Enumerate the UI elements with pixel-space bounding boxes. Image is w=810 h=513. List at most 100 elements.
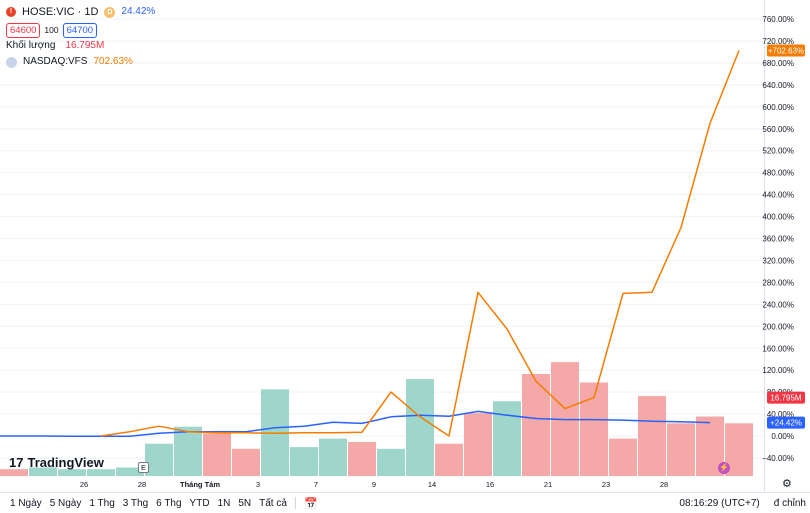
volume-bar	[348, 442, 376, 476]
x-tick-label: 7	[314, 480, 318, 489]
chart-canvas[interactable]: 760.00% 720.00% 680.00% 640.00% 600.00% 560.0…	[0, 0, 810, 492]
ask-price-button[interactable]: 64700	[62, 22, 98, 38]
vic-price-badge: +24.42%	[770, 419, 802, 428]
calendar-icon[interactable]: 📅	[303, 497, 318, 510]
y-tick-label: 40.00%	[767, 410, 794, 419]
compare-change: 702.63%	[93, 56, 133, 67]
bottom-toolbar: 1 Ngày 5 Ngày 1 Thg 3 Thg 6 Thg YTD 1N 5N Tất cả…	[0, 492, 810, 513]
earnings-marker[interactable]: E	[138, 462, 149, 473]
volume-bar	[0, 469, 28, 476]
spread-value: 100	[44, 25, 59, 35]
range-button[interactable]: 1N	[217, 497, 231, 509]
y-tick-label: 640.00%	[762, 81, 794, 90]
bid-price-button[interactable]: 64600	[6, 22, 41, 38]
y-tick-label: 200.00%	[762, 322, 794, 331]
range-button[interactable]: Tất cả	[259, 497, 287, 509]
bottom-right-info: 08:16:29 (UTC+7) đ chỉnh	[679, 498, 810, 509]
volume-bar	[464, 413, 492, 476]
x-tick-label: 21	[544, 480, 552, 489]
volume-bar	[116, 467, 144, 476]
volume-bar	[319, 438, 347, 476]
range-button[interactable]: 3 Thg	[122, 497, 149, 509]
y-tick-label: 520.00%	[762, 147, 794, 156]
y-tick-label: 240.00%	[762, 300, 794, 309]
tradingview-wordmark: TradingView	[27, 455, 104, 470]
x-tick-label: Tháng Tám	[180, 480, 220, 489]
y-tick-label: 440.00%	[762, 191, 794, 200]
y-tick-label: 320.00%	[762, 256, 794, 265]
compare-symbol-icon	[6, 56, 17, 68]
vfs-price-badge: +702.63%	[768, 46, 804, 55]
volume-bar	[435, 443, 463, 476]
volume-bar	[232, 448, 260, 476]
x-tick-label: 9	[372, 480, 376, 489]
clock-time[interactable]: 08:16:29 (UTC+7)	[679, 497, 760, 509]
x-tick-label: 28	[138, 480, 146, 489]
y-tick-label: 0.00%	[771, 432, 794, 441]
y-tick-label: 680.00%	[762, 59, 794, 68]
vic-price-badge-bg	[767, 416, 805, 429]
scale-adjust-button[interactable]: đ chỉnh	[773, 497, 806, 509]
volume-bar	[522, 374, 550, 476]
chart-legend: ! HOSE:VIC · 1D D 24.42% 64600 100 64700…	[6, 4, 155, 70]
volume-bar	[290, 447, 318, 476]
volume-bar	[203, 433, 231, 476]
volume-label[interactable]: Khối lượng	[6, 40, 56, 51]
gear-icon[interactable]: ⚙	[782, 478, 792, 490]
tradingview-mark-icon: 17	[9, 455, 24, 470]
volume-bar	[493, 401, 521, 476]
volume-bar	[145, 443, 173, 476]
range-button[interactable]: 1 Ngày	[10, 497, 42, 509]
y-tick-label: 360.00%	[762, 235, 794, 244]
volume-value: 16.795M	[65, 40, 105, 51]
volume-badge-bg	[767, 391, 805, 404]
y-tick-label: 560.00%	[762, 125, 794, 134]
range-button[interactable]: 5 Ngày	[49, 497, 82, 509]
y-tick-label: −40.00%	[762, 454, 794, 463]
x-tick-label: 16	[486, 480, 494, 489]
y-tick-label: 760.00%	[762, 15, 794, 24]
symbol-title[interactable]: HOSE:VIC · 1D	[22, 6, 99, 18]
x-tick-label: 23	[602, 480, 610, 489]
legend-main-row: ! HOSE:VIC · 1D D 24.42%	[6, 4, 155, 20]
compare-symbol[interactable]: NASDAQ:VFS	[23, 56, 88, 67]
volume-bar	[406, 379, 434, 476]
volume-badge: 16.795M	[770, 394, 801, 403]
tradingview-logo[interactable]: 17 TradingView	[9, 455, 104, 470]
date-range-tabs: 1 Ngày 5 Ngày 1 Thg 3 Thg 6 Thg YTD 1N 5N Tất cả	[0, 498, 287, 509]
legend-compare-row: NASDAQ:VFS 702.63%	[6, 54, 155, 70]
y-tick-label: 120.00%	[762, 366, 794, 375]
y-tick-label: 600.00%	[762, 103, 794, 112]
volume-bar	[667, 423, 695, 476]
lightning-icon[interactable]: ⚡	[718, 462, 730, 474]
y-tick-label: 160.00%	[762, 344, 794, 353]
x-tick-label: 3	[256, 480, 260, 489]
range-button[interactable]: 5N	[238, 497, 252, 509]
y-tick-label: 480.00%	[762, 169, 794, 178]
legend-volume-row: Khối lượng 16.795M	[6, 38, 155, 54]
range-button[interactable]: YTD	[189, 497, 210, 509]
data-delay-badge[interactable]: D	[104, 6, 116, 18]
volume-bar	[174, 426, 202, 476]
info-icon[interactable]: !	[6, 7, 16, 17]
vfs-series-line	[100, 50, 740, 437]
range-button[interactable]: 1 Thg	[89, 497, 115, 509]
bid-ask-row: 64600 100 64700	[6, 22, 155, 38]
range-button[interactable]: 6 Thg	[156, 497, 182, 509]
volume-bar	[377, 448, 405, 476]
volume-bar	[87, 469, 115, 476]
symbol-change: 24.42%	[121, 6, 156, 17]
volume-bar	[638, 396, 666, 476]
y-tick-label: 400.00%	[762, 213, 794, 222]
vic-series-line	[0, 410, 711, 438]
y-tick-label: 720.00%	[762, 37, 794, 46]
x-tick-label: 14	[428, 480, 436, 489]
x-tick-label: 28	[660, 480, 668, 489]
volume-bar	[58, 469, 86, 476]
y-tick-label: 280.00%	[762, 278, 794, 287]
toolbar-divider	[294, 497, 296, 509]
volume-bar	[609, 438, 637, 476]
volume-bar	[29, 467, 57, 476]
vfs-price-badge-bg	[767, 44, 805, 57]
